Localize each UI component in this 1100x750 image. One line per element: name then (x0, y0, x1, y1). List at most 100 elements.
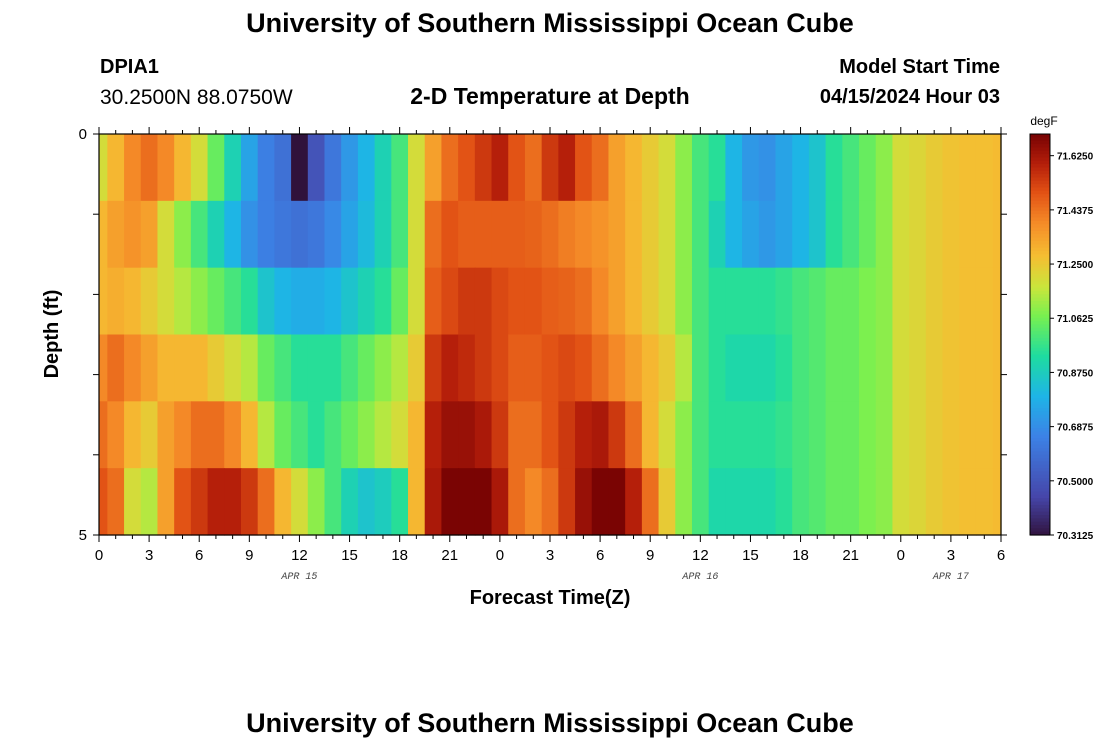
heatmap-cell (742, 401, 760, 469)
colorbar-segment (1030, 337, 1050, 342)
heatmap-cell (307, 401, 326, 469)
heatmap-cell (240, 401, 259, 469)
heatmap-cell (207, 468, 225, 536)
x-tick-label: 18 (792, 547, 809, 564)
heatmap-cell (608, 267, 626, 336)
heatmap-cell (307, 468, 326, 536)
heatmap-cell (675, 401, 693, 469)
heatmap-cell (691, 401, 710, 469)
heatmap-cell (558, 401, 576, 469)
heatmap-cell (625, 401, 643, 469)
heatmap-cell (357, 334, 376, 402)
x-tick-label: 3 (546, 547, 554, 564)
heatmap-cell (140, 267, 159, 336)
colorbar-segment (1030, 327, 1050, 332)
heatmap-cell (575, 334, 593, 402)
heatmap-cell (708, 200, 726, 269)
heatmap-cell (408, 401, 426, 469)
colorbar-segment (1030, 331, 1050, 336)
colorbar-segment (1030, 481, 1050, 486)
chart-title: University of Southern Mississippi Ocean… (246, 8, 854, 38)
colorbar-segment (1030, 514, 1050, 519)
heatmap-cell (625, 334, 643, 402)
colorbar-segment (1030, 377, 1050, 382)
heatmap-cell (691, 200, 710, 269)
heatmap-cell (99, 401, 108, 469)
x-tick-label: 9 (646, 547, 654, 564)
heatmap-cell (892, 334, 910, 402)
heatmap-cell (424, 267, 443, 336)
heatmap-cell (240, 134, 259, 202)
colorbar-segment (1030, 214, 1050, 219)
heatmap-cell (224, 401, 242, 469)
heatmap-cell (441, 334, 459, 402)
model-start-value: 04/15/2024 Hour 03 (819, 86, 1000, 108)
heatmap-cell (992, 200, 1002, 269)
heatmap-cell (341, 267, 359, 336)
heatmap-cell (959, 401, 977, 469)
colorbar-segment (1030, 317, 1050, 322)
heatmap-cell (257, 334, 275, 402)
heatmap-cell (240, 267, 259, 336)
y-axis: 05 (79, 126, 1007, 544)
heatmap-cell (324, 267, 342, 336)
heatmap-cell (742, 200, 760, 269)
heatmap-cell (942, 267, 960, 336)
heatmap-cell (842, 134, 860, 202)
heatmap-cell (792, 468, 810, 536)
heatmap-cell (140, 200, 159, 269)
heatmap-cell (508, 334, 526, 402)
colorbar-segment (1030, 384, 1050, 389)
heatmap-cell (742, 134, 760, 202)
heatmap-cell (408, 468, 426, 536)
colorbar-segment (1030, 347, 1050, 352)
heatmap-cell (424, 200, 443, 269)
colorbar-segment (1030, 194, 1050, 199)
heatmap-cells (99, 134, 1002, 536)
colorbar-label: 70.8750 (1057, 368, 1094, 379)
heatmap-cell (357, 401, 376, 469)
colorbar-segment (1030, 441, 1050, 446)
heatmap-cell (174, 200, 192, 269)
heatmap-cell (99, 468, 108, 536)
heatmap-cell (942, 334, 960, 402)
colorbar-segment (1030, 531, 1050, 536)
heatmap-cell (140, 468, 159, 536)
colorbar-segment (1030, 498, 1050, 503)
heatmap-cell (575, 267, 593, 336)
heatmap-cell (658, 134, 676, 202)
heatmap-cell (508, 200, 526, 269)
station-id: DPIA1 (100, 56, 159, 78)
heatmap-cell (291, 401, 309, 469)
heatmap-cell (190, 334, 209, 402)
colorbar-segment (1030, 187, 1050, 192)
heatmap-cell (725, 200, 743, 269)
heatmap-cell (408, 334, 426, 402)
heatmap-cell (608, 401, 626, 469)
heatmap-cell (124, 267, 142, 336)
heatmap-cell (725, 267, 743, 336)
heatmap-cell (775, 134, 793, 202)
heatmap-cell (742, 267, 760, 336)
colorbar-segment (1030, 297, 1050, 302)
x-tick-label: 12 (692, 547, 709, 564)
heatmap-cell (124, 134, 142, 202)
heatmap-cell (324, 468, 342, 536)
colorbar-label: 70.6875 (1057, 423, 1094, 434)
colorbar-segment (1030, 508, 1050, 513)
colorbar-label: 70.3125 (1057, 531, 1094, 542)
heatmap-cell (357, 200, 376, 269)
station-coordinates: 30.2500N 88.0750W (100, 86, 293, 109)
heatmap-cell (909, 401, 927, 469)
heatmap-cell (107, 401, 125, 469)
x-tick-label: 0 (897, 547, 905, 564)
heatmap-cell (207, 200, 225, 269)
heatmap-cell (959, 200, 977, 269)
heatmap-cell (808, 200, 827, 269)
heatmap-cell (825, 334, 843, 402)
colorbar-segment (1030, 408, 1050, 412)
colorbar-segment (1030, 361, 1050, 366)
heatmap-cell (224, 267, 242, 336)
heatmap-cell (975, 134, 994, 202)
heatmap-cell (875, 134, 894, 202)
